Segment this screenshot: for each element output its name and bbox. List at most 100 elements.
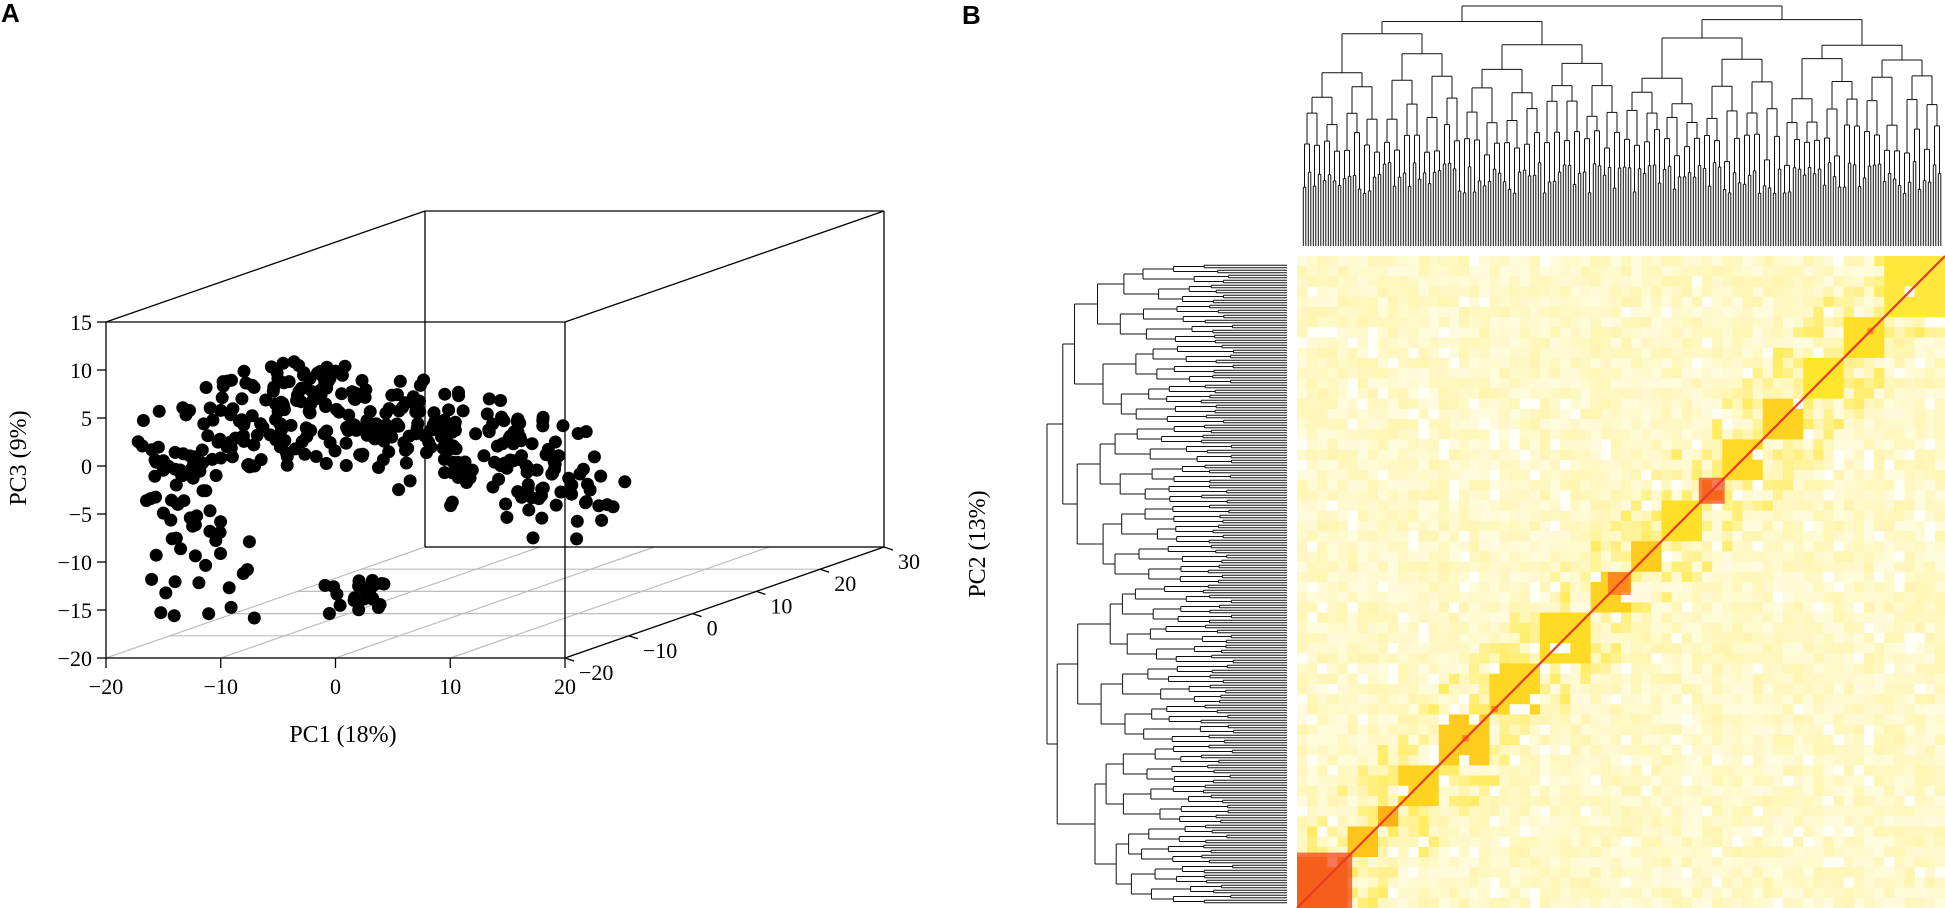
heatmap-cell bbox=[1783, 510, 1794, 522]
heatmap-cell bbox=[1448, 632, 1460, 644]
heatmap-cell bbox=[1864, 643, 1875, 654]
heatmap-cell bbox=[1580, 663, 1592, 675]
heatmap-cell bbox=[1772, 378, 1784, 389]
heatmap-cell bbox=[1712, 469, 1723, 481]
heatmap-cell bbox=[1874, 694, 1885, 705]
heatmap-cell bbox=[1864, 317, 1875, 328]
heatmap-cell bbox=[1722, 266, 1733, 277]
heatmap-cell bbox=[1803, 622, 1814, 634]
heatmap-cell bbox=[1894, 694, 1905, 705]
heatmap-cell bbox=[1408, 408, 1419, 420]
heatmap-cell bbox=[1702, 398, 1713, 410]
heatmap-cell bbox=[1631, 602, 1642, 613]
heatmap-cell bbox=[1924, 704, 1936, 715]
heatmap-cell bbox=[1621, 327, 1632, 338]
scatter-point bbox=[482, 425, 496, 439]
heatmap-cell bbox=[1590, 378, 1602, 389]
heatmap-cell bbox=[1590, 429, 1602, 440]
heatmap-cell bbox=[1469, 643, 1480, 654]
heatmap-cell bbox=[1702, 347, 1713, 359]
heatmap-cell bbox=[1378, 520, 1389, 532]
heatmap-cell bbox=[1388, 357, 1399, 369]
heatmap-cell bbox=[1833, 602, 1845, 613]
heatmap-cell bbox=[1934, 612, 1945, 624]
heatmap-cell bbox=[1489, 256, 1500, 267]
heatmap-cell bbox=[1681, 704, 1693, 715]
x-tick-label: −20 bbox=[89, 674, 123, 699]
heatmap-cell bbox=[1297, 306, 1308, 318]
heatmap-cell bbox=[1884, 419, 1895, 430]
heatmap-cell bbox=[1428, 459, 1440, 471]
heatmap-cell bbox=[1702, 459, 1713, 471]
heatmap-cell bbox=[1924, 296, 1936, 308]
heatmap-cell bbox=[1722, 398, 1733, 410]
heatmap-cell bbox=[1732, 480, 1743, 491]
heatmap-cell bbox=[1874, 714, 1885, 726]
heatmap-cell bbox=[1813, 622, 1824, 634]
heatmap-cell bbox=[1864, 266, 1875, 277]
heatmap-cell bbox=[1317, 510, 1328, 522]
heatmap-cell bbox=[1823, 337, 1835, 349]
heatmap-cell bbox=[1641, 276, 1652, 287]
heatmap-cell bbox=[1499, 296, 1511, 308]
heatmap-cell bbox=[1570, 602, 1581, 613]
heatmap-cell bbox=[1560, 510, 1571, 522]
heatmap-cell bbox=[1793, 490, 1804, 501]
heatmap-cell bbox=[1641, 582, 1652, 593]
scatter-point bbox=[606, 500, 620, 514]
heatmap-cell bbox=[1570, 653, 1581, 664]
heatmap-cell bbox=[1702, 306, 1713, 318]
heatmap-cell bbox=[1448, 582, 1460, 593]
heatmap-cell bbox=[1621, 368, 1632, 379]
heatmap-cell bbox=[1752, 612, 1764, 624]
heatmap-cell bbox=[1600, 582, 1612, 593]
heatmap-cell bbox=[1378, 408, 1389, 420]
heatmap-cell bbox=[1580, 459, 1592, 471]
heatmap-cell bbox=[1459, 592, 1470, 603]
heatmap-cell bbox=[1621, 337, 1632, 349]
heatmap-cell bbox=[1924, 510, 1936, 522]
heatmap-cell bbox=[1924, 632, 1936, 644]
heatmap-cell bbox=[1803, 531, 1814, 542]
heatmap-cell bbox=[1934, 266, 1945, 277]
heatmap-cell bbox=[1681, 469, 1693, 481]
heatmap-cell bbox=[1610, 704, 1622, 715]
heatmap-cell bbox=[1590, 276, 1602, 287]
heatmap-cell bbox=[1357, 398, 1369, 410]
heatmap-cell bbox=[1347, 561, 1359, 573]
heatmap-cell bbox=[1813, 306, 1824, 318]
heatmap-cell bbox=[1297, 673, 1308, 685]
heatmap-cell bbox=[1317, 714, 1328, 726]
heatmap-cell bbox=[1884, 510, 1895, 522]
heatmap-cell bbox=[1519, 408, 1531, 420]
heatmap-cell bbox=[1712, 317, 1723, 328]
heatmap-cell bbox=[1317, 327, 1328, 338]
heatmap-cell bbox=[1762, 571, 1774, 583]
heatmap-cell bbox=[1874, 256, 1885, 267]
heatmap-cell bbox=[1347, 429, 1359, 440]
heatmap-cell bbox=[1327, 337, 1338, 349]
heatmap-cell bbox=[1327, 582, 1338, 593]
scatter-point bbox=[492, 472, 506, 486]
heatmap-cell bbox=[1337, 571, 1349, 583]
heatmap-cell bbox=[1610, 459, 1622, 471]
scatter-point bbox=[186, 471, 200, 485]
heatmap-cell bbox=[1297, 276, 1308, 287]
heatmap-cell bbox=[1408, 500, 1419, 512]
heatmap-cell bbox=[1722, 439, 1733, 450]
heatmap-cell bbox=[1874, 531, 1885, 542]
heatmap-cell bbox=[1550, 592, 1561, 603]
heatmap-cell bbox=[1388, 419, 1399, 430]
heatmap-cell bbox=[1327, 296, 1338, 308]
heatmap-cell bbox=[1914, 398, 1926, 410]
heatmap-cell bbox=[1651, 439, 1662, 450]
heatmap-cell bbox=[1904, 337, 1916, 349]
heatmap-cell bbox=[1712, 653, 1723, 664]
heatmap-cell bbox=[1712, 408, 1723, 420]
scatter-point bbox=[521, 478, 535, 492]
heatmap-cell bbox=[1823, 388, 1835, 400]
heatmap-cell bbox=[1580, 510, 1592, 522]
heatmap-cell bbox=[1651, 612, 1662, 624]
heatmap-cell bbox=[1762, 673, 1774, 685]
heatmap-cell bbox=[1772, 276, 1784, 287]
